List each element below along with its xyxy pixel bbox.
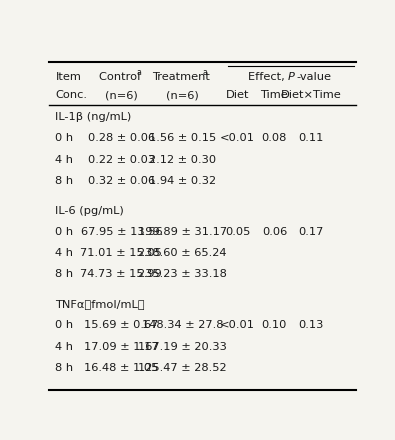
Text: a: a <box>137 68 141 77</box>
Text: 0.11: 0.11 <box>299 133 324 143</box>
Text: 17.09 ± 1.17: 17.09 ± 1.17 <box>84 341 159 352</box>
Text: P: P <box>288 72 295 81</box>
Text: 8 h: 8 h <box>55 269 73 279</box>
Text: Effect,: Effect, <box>248 72 288 81</box>
Text: Item: Item <box>55 72 81 81</box>
Text: 0.22 ± 0.03: 0.22 ± 0.03 <box>88 154 155 165</box>
Text: Control: Control <box>99 72 144 81</box>
Text: 4 h: 4 h <box>55 248 73 258</box>
Text: 71.01 ± 15.05: 71.01 ± 15.05 <box>80 248 162 258</box>
Text: 199.89 ± 31.17: 199.89 ± 31.17 <box>138 227 227 237</box>
Text: Diet: Diet <box>226 90 249 100</box>
Text: 0 h: 0 h <box>55 320 73 330</box>
Text: 0.17: 0.17 <box>299 227 324 237</box>
Text: 15.69 ± 0.67: 15.69 ± 0.67 <box>84 320 158 330</box>
Text: 0.10: 0.10 <box>262 320 287 330</box>
Text: 0 h: 0 h <box>55 227 73 237</box>
Text: 0.13: 0.13 <box>299 320 324 330</box>
Text: 4 h: 4 h <box>55 341 73 352</box>
Text: 238.60 ± 65.24: 238.60 ± 65.24 <box>138 248 227 258</box>
Text: 8 h: 8 h <box>55 176 73 186</box>
Text: 16.48 ± 1.05: 16.48 ± 1.05 <box>84 363 158 373</box>
Text: 0 h: 0 h <box>55 133 73 143</box>
Text: 2.12 ± 0.30: 2.12 ± 0.30 <box>149 154 216 165</box>
Text: <0.01: <0.01 <box>220 320 255 330</box>
Text: 8 h: 8 h <box>55 363 73 373</box>
Text: 0.06: 0.06 <box>262 227 287 237</box>
Text: 0.28 ± 0.06: 0.28 ± 0.06 <box>88 133 155 143</box>
Text: Conc.: Conc. <box>55 90 88 100</box>
Text: Time: Time <box>260 90 288 100</box>
Text: IL-6 (pg/mL): IL-6 (pg/mL) <box>55 205 124 216</box>
Text: a: a <box>202 68 207 77</box>
Text: 0.32 ± 0.06: 0.32 ± 0.06 <box>88 176 155 186</box>
Text: <0.01: <0.01 <box>220 133 255 143</box>
Text: 74.73 ± 15.99: 74.73 ± 15.99 <box>81 269 162 279</box>
Text: IL-1β (ng/mL): IL-1β (ng/mL) <box>55 112 132 122</box>
Text: 125.47 ± 28.52: 125.47 ± 28.52 <box>138 363 227 373</box>
Text: TNFα（fmol/mL）: TNFα（fmol/mL） <box>55 299 145 309</box>
Text: Diet×Time: Diet×Time <box>281 90 342 100</box>
Text: (n=6): (n=6) <box>105 90 138 100</box>
Text: 1.56 ± 0.15: 1.56 ± 0.15 <box>149 133 216 143</box>
Text: 0.05: 0.05 <box>225 227 250 237</box>
Text: 1.94 ± 0.32: 1.94 ± 0.32 <box>149 176 216 186</box>
Text: 148.34 ± 27.8: 148.34 ± 27.8 <box>142 320 223 330</box>
Text: 167.19 ± 20.33: 167.19 ± 20.33 <box>138 341 227 352</box>
Text: 4 h: 4 h <box>55 154 73 165</box>
Text: Treatment: Treatment <box>152 72 213 81</box>
Text: 235.23 ± 33.18: 235.23 ± 33.18 <box>138 269 227 279</box>
Text: 0.08: 0.08 <box>262 133 287 143</box>
Text: (n=6): (n=6) <box>166 90 199 100</box>
Text: -value: -value <box>297 72 332 81</box>
Text: 67.95 ± 13.56: 67.95 ± 13.56 <box>81 227 162 237</box>
